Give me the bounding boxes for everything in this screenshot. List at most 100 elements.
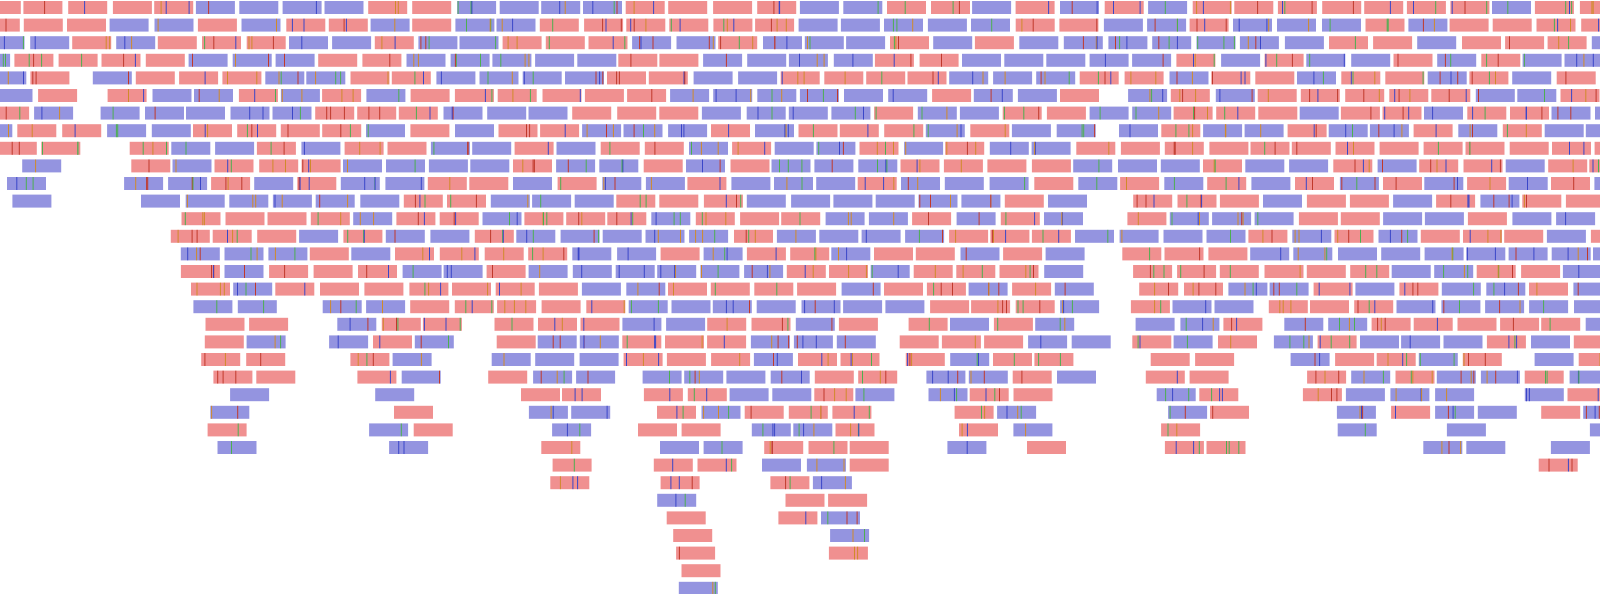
read: [950, 317, 989, 331]
read: [205, 317, 245, 331]
read: [1245, 159, 1285, 173]
read: [124, 177, 164, 190]
read: [452, 282, 491, 296]
read: [1313, 282, 1353, 296]
read: [572, 247, 612, 261]
read: [1541, 405, 1581, 419]
read: [770, 370, 810, 384]
read: [1132, 53, 1172, 67]
read: [1351, 370, 1391, 384]
read: [1475, 89, 1515, 102]
read: [1054, 282, 1094, 296]
read: [1076, 141, 1116, 155]
read: [602, 229, 642, 243]
read: [1317, 335, 1357, 349]
read: [885, 300, 925, 314]
read: [324, 1, 364, 14]
read: [884, 282, 923, 296]
read: [332, 36, 372, 50]
read: [970, 124, 1010, 138]
read: [23, 18, 63, 32]
read: [275, 282, 315, 296]
read: [588, 36, 628, 50]
read: [750, 335, 790, 349]
read: [455, 18, 495, 32]
read: [1034, 353, 1074, 366]
read: [210, 405, 250, 419]
read: [778, 511, 818, 525]
read: [791, 194, 831, 208]
read: [491, 353, 531, 366]
read: [908, 317, 948, 331]
read: [874, 247, 913, 261]
read: [540, 124, 580, 138]
read: [1485, 300, 1525, 314]
read: [602, 177, 642, 190]
read: [1148, 1, 1188, 14]
read: [1089, 53, 1129, 67]
read: [545, 36, 585, 50]
read: [369, 423, 409, 437]
read: [918, 194, 958, 208]
read: [627, 89, 667, 102]
read: [1013, 423, 1053, 437]
read: [1529, 300, 1569, 314]
read: [1354, 300, 1394, 314]
read: [993, 317, 1033, 331]
read: [828, 493, 868, 507]
read: [532, 194, 572, 208]
read: [58, 53, 98, 67]
read: [1208, 247, 1248, 261]
read: [1413, 124, 1453, 138]
read: [1290, 353, 1330, 366]
read: [788, 53, 828, 67]
read: [1467, 212, 1507, 226]
read: [1078, 177, 1118, 190]
read: [539, 18, 579, 32]
read: [1349, 194, 1389, 208]
read: [1449, 18, 1489, 32]
read: [795, 317, 835, 331]
read: [781, 212, 821, 226]
read: [1585, 317, 1600, 331]
read: [1003, 247, 1043, 261]
read: [215, 141, 255, 155]
read: [572, 106, 612, 120]
read: [1350, 265, 1390, 278]
read: [798, 18, 838, 32]
read: [141, 194, 180, 208]
read: [430, 229, 470, 243]
read: [357, 106, 397, 120]
read: [181, 212, 221, 226]
read: [1512, 71, 1552, 85]
read: [844, 89, 883, 102]
read: [154, 18, 194, 32]
read: [135, 71, 175, 85]
read: [1132, 335, 1172, 349]
read: [1156, 388, 1196, 402]
read: [1306, 194, 1346, 208]
read: [1531, 335, 1570, 349]
read: [1056, 124, 1096, 138]
read: [1135, 317, 1175, 331]
read: [615, 265, 655, 278]
read: [732, 141, 772, 155]
read: [1529, 282, 1568, 296]
read: [560, 229, 600, 243]
read: [859, 141, 899, 155]
read: [522, 71, 562, 85]
read: [459, 36, 499, 50]
read: [999, 265, 1039, 278]
read: [1391, 405, 1431, 419]
read: [479, 71, 519, 85]
read: [315, 194, 355, 208]
read: [537, 335, 577, 349]
read: [428, 159, 468, 173]
read: [1336, 405, 1376, 419]
read: [1589, 423, 1600, 437]
read: [1168, 405, 1208, 419]
read: [533, 370, 573, 384]
read: [668, 282, 707, 296]
read: [581, 282, 621, 296]
read: [793, 335, 833, 349]
